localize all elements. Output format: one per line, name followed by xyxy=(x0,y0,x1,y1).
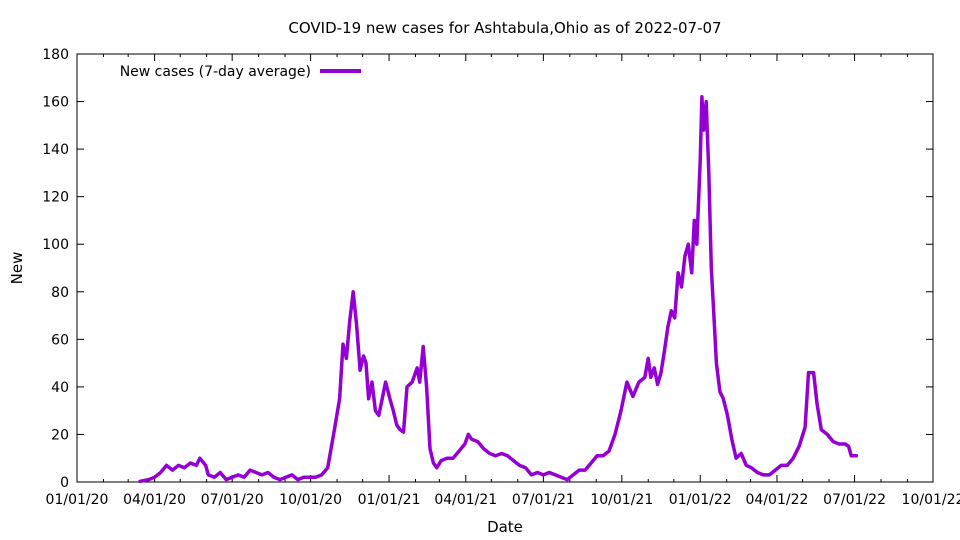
x-tick-label: 01/01/20 xyxy=(46,492,109,508)
x-tick-label: 04/01/20 xyxy=(123,492,186,508)
y-axis: 0 20 40 60 80 100 120 140 160 180 xyxy=(42,47,933,491)
legend-label: New cases (7-day average) xyxy=(120,64,311,80)
y-tick-label: 0 xyxy=(60,475,69,491)
y-tick-label: 180 xyxy=(42,47,69,63)
x-tick-label: 10/01/20 xyxy=(279,492,342,508)
x-tick-label: 07/01/21 xyxy=(512,492,575,508)
y-tick-label: 20 xyxy=(51,427,69,443)
x-tick-label: 07/01/20 xyxy=(201,492,264,508)
chart-title: COVID-19 new cases for Ashtabula,Ohio as… xyxy=(288,19,721,37)
legend: New cases (7-day average) xyxy=(120,64,361,80)
y-axis-label: New xyxy=(8,252,26,285)
y-tick-label: 100 xyxy=(42,237,69,253)
x-tick-label: 01/01/22 xyxy=(669,492,732,508)
y-tick-label: 80 xyxy=(51,285,69,301)
x-tick-label: 01/01/21 xyxy=(358,492,421,508)
y-tick-label: 120 xyxy=(42,190,69,206)
y-tick-label: 160 xyxy=(42,95,69,111)
y-tick-label: 40 xyxy=(51,380,69,396)
y-tick-label: 140 xyxy=(42,142,69,158)
series-line xyxy=(138,95,859,484)
x-tick-label: 10/01/21 xyxy=(590,492,653,508)
y-tick-label: 60 xyxy=(51,332,69,348)
plot-area xyxy=(76,53,934,483)
series-layer xyxy=(138,95,859,484)
x-axis: 01/01/20 04/01/20 07/01/20 10/01/20 01/01/21… xyxy=(46,54,960,508)
x-tick-label: 10/01/22 xyxy=(902,492,960,508)
x-tick-label: 07/01/22 xyxy=(823,492,886,508)
x-tick-label: 04/01/21 xyxy=(434,492,497,508)
plot-frame xyxy=(76,53,934,483)
x-axis-label: Date xyxy=(487,518,523,536)
x-tick-label: 04/01/22 xyxy=(746,492,809,508)
